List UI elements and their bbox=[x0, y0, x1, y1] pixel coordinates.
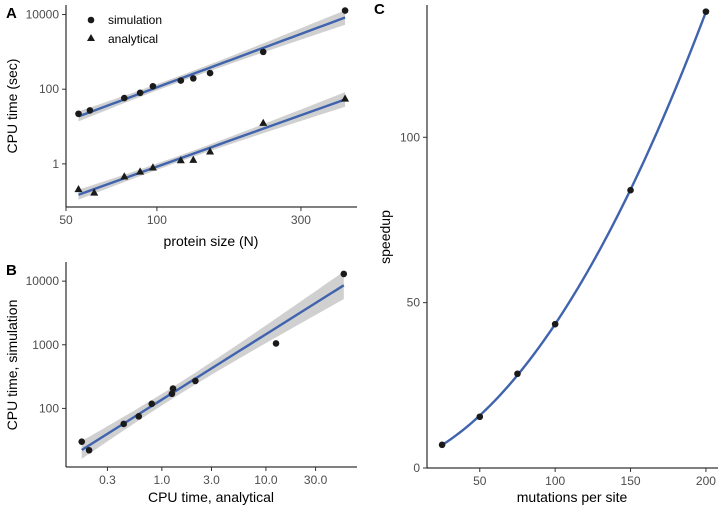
panel-a-label: A bbox=[6, 5, 17, 22]
panel-c-x-tick-label: 150 bbox=[621, 474, 641, 488]
panel-a-simulation-point bbox=[189, 75, 197, 82]
legend-simulation-label: simulation bbox=[108, 13, 162, 27]
panel-a-analytical-point bbox=[120, 172, 129, 180]
panel-b-y-tick-label: 1000 bbox=[32, 338, 59, 352]
panel-a-x-tick-label: 100 bbox=[147, 213, 167, 227]
panel-a-analytical-point bbox=[176, 156, 185, 164]
panel-c-points-point bbox=[476, 413, 484, 421]
panel-b-points-point bbox=[340, 270, 348, 278]
panel-b-x-tick-label: 3.0 bbox=[203, 473, 220, 487]
panel-a-simulation-point bbox=[177, 77, 185, 84]
panel-b-points-point bbox=[148, 400, 156, 408]
panel-a-analytical-point bbox=[206, 147, 215, 155]
panel-a-simulation-point bbox=[341, 7, 349, 14]
panel-b-x-tick-label: 0.3 bbox=[99, 473, 116, 487]
legend-analytical-marker bbox=[87, 34, 95, 41]
panel-a-analytical-point bbox=[189, 155, 198, 163]
panel-b-points-point bbox=[192, 377, 199, 385]
legend-simulation-marker bbox=[87, 16, 95, 24]
panel-c-points-point bbox=[702, 8, 710, 15]
panel-a-analytical-point bbox=[148, 163, 157, 171]
panel-b-x-tick-label: 10.0 bbox=[254, 473, 278, 487]
panel-b-x-tick-label: 30.0 bbox=[304, 473, 328, 487]
panel-b-points-point bbox=[272, 340, 280, 347]
panel-b-x-tick-label: 1.0 bbox=[153, 473, 170, 487]
panel-a: 50 100 300 1 100 10000 A protein size (N) CP… bbox=[4, 5, 357, 249]
panel-b-points-point bbox=[120, 420, 127, 428]
panel-c-xlabel: mutations per site bbox=[517, 489, 628, 505]
panel-b-points-point bbox=[135, 413, 143, 420]
panel-c-y-tick-label: 100 bbox=[400, 130, 420, 144]
panel-a-x-tick-label: 50 bbox=[59, 213, 73, 227]
panel-a-simulation-point bbox=[86, 107, 94, 114]
panel-c-y-tick-label: 0 bbox=[413, 461, 420, 475]
panel-b-points-point bbox=[168, 390, 176, 398]
panel-b-points-point bbox=[78, 438, 86, 445]
panel-c-points-fit-curve bbox=[441, 11, 708, 447]
panel-b-points-point bbox=[85, 446, 93, 454]
panel-a-legend: simulation analytical bbox=[87, 13, 162, 46]
panel-a-simulation-point bbox=[121, 94, 128, 102]
panel-a-simulation-point bbox=[259, 48, 267, 56]
panel-a-analytical-fit-line bbox=[78, 98, 346, 196]
panel-a-simulation-point bbox=[136, 89, 144, 97]
panel-c-y-tick-label: 50 bbox=[407, 296, 421, 310]
panel-a-y-tick-label: 1 bbox=[52, 157, 59, 171]
panel-a-analytical-point bbox=[90, 188, 99, 196]
panel-c-label: C bbox=[374, 1, 385, 18]
panel-b-points-point bbox=[169, 385, 177, 392]
panel-b-y-tick-label: 100 bbox=[39, 401, 59, 415]
panel-b-xlabel: CPU time, analytical bbox=[148, 489, 274, 505]
panel-b-y-tick-label: 10000 bbox=[26, 274, 60, 288]
panel-a-simulation-point bbox=[149, 82, 157, 90]
panel-a-simulation-point bbox=[75, 110, 82, 118]
panel-a-analytical-point bbox=[136, 167, 145, 175]
panel-a-y-tick-label: 10000 bbox=[26, 8, 60, 22]
panel-c-points-point bbox=[551, 320, 559, 328]
panel-c-x-tick-label: 50 bbox=[473, 474, 487, 488]
panel-a-xlabel: protein size (N) bbox=[164, 233, 259, 249]
panel-c-points-point bbox=[514, 370, 521, 378]
panel-a-simulation-point bbox=[206, 69, 214, 77]
panel-a-analytical-point bbox=[259, 118, 268, 126]
panel-a-ylabel: CPU time (sec) bbox=[4, 59, 20, 154]
panel-a-analytical-point bbox=[74, 184, 83, 193]
panel-c-points-point bbox=[438, 441, 446, 449]
panel-b: 0.3 1.0 3.0 10.0 30.0 100 1000 10000 B CPU tim… bbox=[4, 262, 357, 505]
panel-a-analytical-point bbox=[341, 94, 350, 102]
panel-c-points-point bbox=[627, 186, 634, 194]
panel-a-y-tick-label: 100 bbox=[39, 82, 59, 96]
panel-a-x-tick-label: 300 bbox=[291, 213, 311, 227]
panel-c-x-tick-label: 100 bbox=[545, 474, 565, 488]
panel-b-label: B bbox=[6, 262, 17, 279]
panel-b-points-confidence-band bbox=[81, 271, 344, 459]
panel-b-ylabel: CPU time, simulation bbox=[4, 300, 20, 431]
panel-c-x-tick-label: 200 bbox=[696, 474, 716, 488]
legend-analytical-label: analytical bbox=[108, 32, 158, 46]
panel-c-ylabel: speedup bbox=[377, 210, 393, 264]
